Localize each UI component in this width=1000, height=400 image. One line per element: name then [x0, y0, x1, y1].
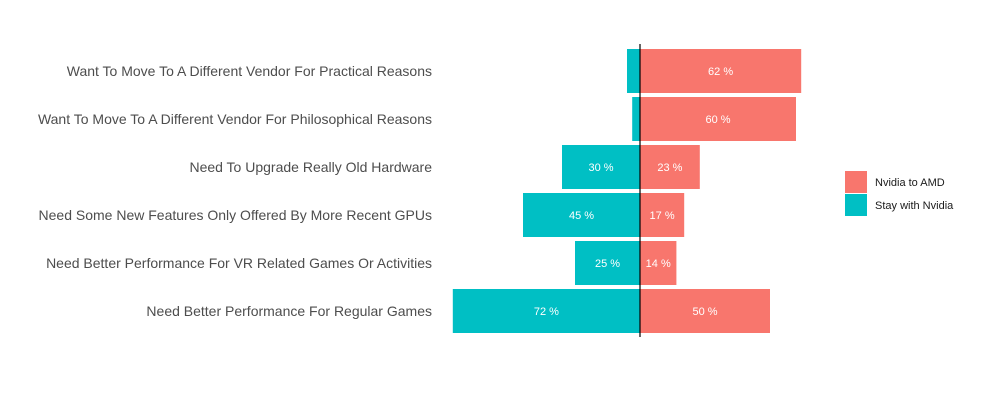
data-label: 30 %	[588, 162, 613, 174]
data-label: 72 %	[534, 306, 559, 318]
category-labels-group: Want To Move To A Different Vendor For P…	[38, 63, 432, 319]
data-label: 17 %	[650, 210, 675, 222]
data-label: 45 %	[569, 210, 594, 222]
bar-nvidia-to-amd	[640, 97, 796, 141]
data-label: 23 %	[657, 162, 682, 174]
bar-stay-with-nvidia	[452, 289, 640, 333]
legend: Nvidia to AMD Stay with Nvidia	[845, 171, 954, 216]
bar-nvidia-to-amd	[640, 241, 677, 285]
category-label: Need Better Performance For VR Related G…	[46, 255, 432, 271]
data-label: 60 %	[705, 114, 730, 126]
legend-swatch	[845, 194, 867, 216]
legend-label: Stay with Nvidia	[875, 200, 954, 212]
category-label: Need Some New Features Only Offered By M…	[39, 207, 432, 223]
bar-stay-with-nvidia	[523, 193, 640, 237]
legend-swatch	[845, 171, 867, 193]
category-label: Need Better Performance For Regular Game…	[146, 303, 432, 319]
data-label: 14 %	[646, 258, 671, 270]
category-label: Want To Move To A Different Vendor For P…	[38, 111, 432, 127]
category-label: Want To Move To A Different Vendor For P…	[67, 63, 432, 79]
data-label: 62 %	[708, 66, 733, 78]
bar-nvidia-to-amd	[640, 145, 700, 189]
bars-group: 62 % 60 % 23 % 30 % 17 % 45 % 14 % 25 % 50 % 72 %	[452, 49, 802, 333]
bar-stay-with-nvidia	[632, 97, 640, 141]
legend-label: Nvidia to AMD	[875, 177, 945, 189]
bar-stay-with-nvidia	[562, 145, 640, 189]
bar-nvidia-to-amd	[640, 289, 770, 333]
data-label: 50 %	[692, 306, 717, 318]
bar-nvidia-to-amd	[640, 193, 685, 237]
bar-stay-with-nvidia	[575, 241, 640, 285]
bar-stay-with-nvidia	[627, 49, 640, 93]
bar-nvidia-to-amd	[640, 49, 802, 93]
data-label: 25 %	[595, 258, 620, 270]
category-label: Need To Upgrade Really Old Hardware	[189, 159, 432, 175]
